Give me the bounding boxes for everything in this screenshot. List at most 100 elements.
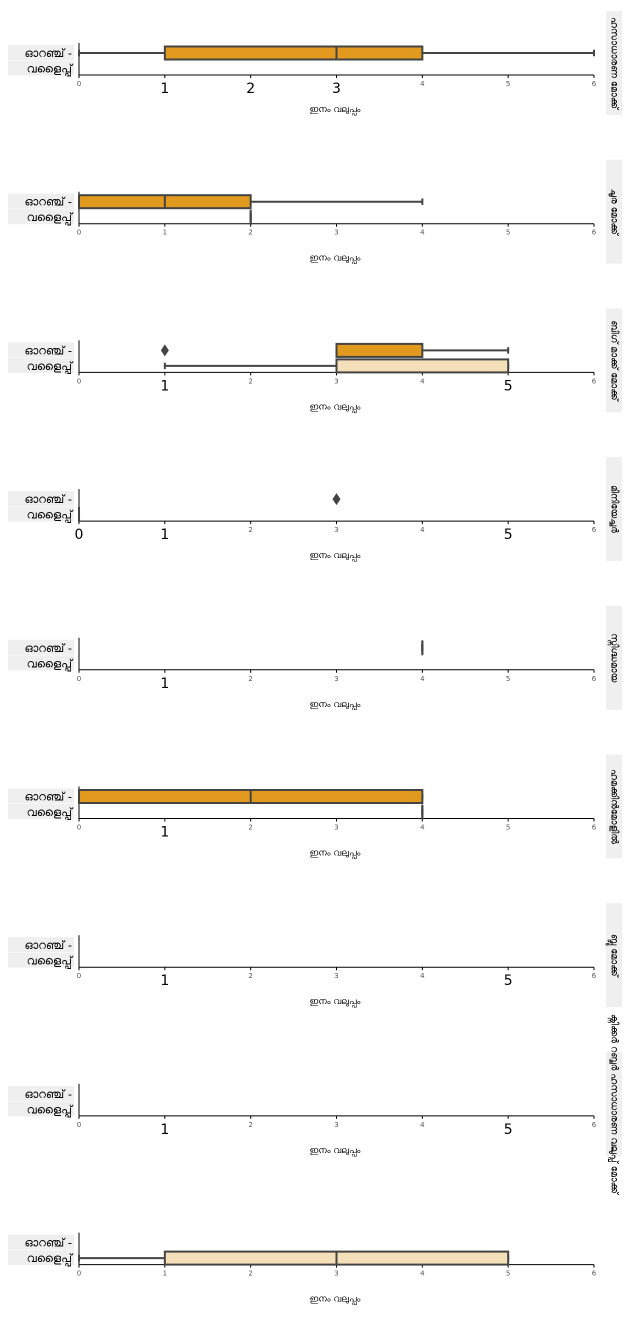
category-label-bg — [8, 804, 74, 819]
x-tick-label: 3 — [334, 229, 338, 237]
facet-title: ഹമക്കിൻമോളിൽ — [609, 769, 621, 845]
panel-3: ഓറഞ്ച് - വളൈപ്പ്0 1 2 3 4 5 6 ഇനം വലുപ്പം ബിഗ് മാ… — [8, 308, 622, 413]
x-tick-label: 1 — [160, 973, 169, 989]
category-label: വളൈപ്പ് — [27, 1102, 74, 1117]
panel-6: ഓറഞ്ച് -വളൈപ്പ്0 1 2 3 4 5 6 ഇനം വലുപ്പം ഹമക്കിൻ… — [8, 754, 622, 859]
category-label: ഓറഞ്ച് - — [25, 1087, 72, 1101]
box-striped — [163, 358, 510, 374]
x-tick-label: 4 — [420, 377, 425, 385]
x-tick-label: 4 — [420, 972, 425, 980]
x-tick-label: 5 — [504, 378, 513, 394]
panel-8: ഓറഞ്ച് -വളൈപ്പ്0 1 2 3 4 5 6 ഇനം വലുപ്പം ക്നിക്ക… — [8, 1014, 622, 1196]
x-tick-label: 3 — [334, 1121, 338, 1129]
x-tick-label: 1 — [160, 1122, 169, 1138]
x-tick-label: 6 — [592, 229, 597, 237]
x-tick-label: 2 — [248, 1270, 252, 1278]
x-tick-label: 5 — [506, 1270, 510, 1278]
x-tick-label: 5 — [504, 973, 513, 989]
x-tick-label: 4 — [420, 675, 425, 683]
facet-title-bg — [606, 11, 622, 115]
x-tick-label: 2 — [248, 675, 252, 683]
x-tick-label: 6 — [592, 80, 597, 88]
category-label-bg — [8, 937, 74, 953]
x-tick-label: 4 — [420, 1121, 425, 1129]
box-iqr — [335, 342, 424, 358]
x-tick-label: 3 — [334, 675, 338, 683]
x-tick-label: 4 — [420, 526, 425, 534]
facet-title: ക്നിക്കർ റബ്ബർ ഹസാധാരണ വലുപ്പ് മോക്ക് — [607, 1014, 620, 1196]
x-tick-label: 0 — [77, 824, 81, 832]
category-label-bg — [8, 1250, 74, 1266]
facet-title: ബ്ലൂ മോക്ക് — [605, 934, 621, 979]
facet-title: ബിഗ് മാക്ക് മോക്ക് — [609, 320, 621, 402]
x-axis-label: ഇനം വലുപ്പം — [310, 402, 361, 412]
x-tick-label: 1 — [163, 229, 167, 237]
category-label: വളൈപ്പ് — [27, 656, 74, 671]
category-label-bg — [8, 1101, 74, 1117]
category-label-bg — [8, 788, 74, 804]
category-label-bg — [8, 193, 74, 209]
facet-title: സ്നിഗ്ദ്ധമായ — [607, 633, 620, 683]
panel-7: ഓറഞ്ച് - വളൈപ്പ്0 1 2 3 4 5 6 ഇനം വലുപ്പം ബ്ലൂ മോ… — [8, 903, 622, 1008]
category-label-bg — [8, 655, 74, 671]
outlier-marker — [160, 344, 169, 357]
category-label: ഓറഞ്ച് - — [25, 46, 72, 60]
category-label-bg — [8, 60, 74, 76]
category-label-bg — [8, 1085, 74, 1101]
facet-title-bg — [606, 903, 622, 1008]
x-tick-label: 4 — [420, 229, 425, 237]
category-label: വളൈപ്പ് — [27, 805, 74, 820]
x-tick-label: 2 — [246, 81, 255, 97]
x-axis-label: ഇനം വലുപ്പം — [310, 700, 361, 710]
facet-title-bg — [606, 308, 622, 413]
x-tick-label: 0 — [77, 80, 81, 88]
x-tick-label: 3 — [332, 81, 341, 97]
x-tick-label: 0 — [77, 377, 81, 385]
facet-title-bg — [606, 1051, 622, 1156]
x-tick-label: 4 — [420, 1270, 425, 1278]
category-label: വളൈപ്പ് — [27, 508, 74, 523]
x-tick-label: 5 — [504, 527, 513, 543]
x-axis-label: ഇനം വലുപ്പം — [310, 1146, 361, 1156]
x-tick-label: 4 — [420, 80, 425, 88]
category-label: ഓറഞ്ച് - — [25, 492, 72, 506]
facet-title: ചൂര മോക്ക് — [608, 189, 620, 237]
category-label: ഓറഞ്ച് - — [25, 195, 72, 209]
box-orange — [78, 45, 595, 61]
x-tick-label: 3 — [334, 824, 338, 832]
category-label: വളൈപ്പ് — [27, 359, 74, 374]
category-label: ഓറഞ്ച് - — [25, 343, 72, 357]
category-label: ഓറഞ്ച് - — [25, 1236, 72, 1250]
x-axis-label: ഇനം വലുപ്പം — [310, 849, 361, 859]
x-tick-label: 6 — [592, 972, 597, 980]
panel-4: ഓറഞ്ച് - വളൈപ്പ്0 1 2 3 4 5 6 ഇനം വലുപ്പം മിനിയേച… — [8, 457, 622, 562]
category-label-bg — [8, 952, 74, 968]
box-orange — [332, 493, 341, 506]
x-tick-label: 2 — [248, 824, 252, 832]
x-axis-label: ഇനം വലുപ്പം — [310, 997, 361, 1007]
category-label-bg — [8, 639, 74, 655]
x-tick-label: 6 — [592, 526, 597, 534]
outlier-marker — [332, 493, 341, 506]
x-tick-label: 6 — [592, 675, 597, 683]
box-orange — [78, 789, 424, 804]
x-tick-label: 3 — [334, 377, 338, 385]
category-label-bg — [8, 1234, 74, 1250]
x-tick-label: 0 — [77, 675, 81, 683]
category-label-bg — [8, 209, 74, 225]
x-tick-label: 3 — [334, 1270, 338, 1278]
x-tick-label: 2 — [248, 972, 252, 980]
x-tick-label: 0 — [77, 1270, 81, 1278]
facet-title: മിനിയേച്ചർ — [609, 485, 621, 533]
x-axis-label: ഇനം വലുപ്പം — [310, 1295, 361, 1305]
x-tick-label: 1 — [163, 1270, 167, 1278]
x-tick-label: 5 — [506, 80, 510, 88]
category-label: വളൈപ്പ് — [27, 62, 74, 77]
category-label-bg — [8, 506, 74, 522]
category-label: വളൈപ്പ് — [27, 954, 74, 969]
x-tick-label: 3 — [334, 526, 338, 534]
x-tick-label: 1 — [160, 527, 169, 543]
x-tick-label: 1 — [160, 825, 169, 841]
category-label-bg — [8, 357, 74, 373]
